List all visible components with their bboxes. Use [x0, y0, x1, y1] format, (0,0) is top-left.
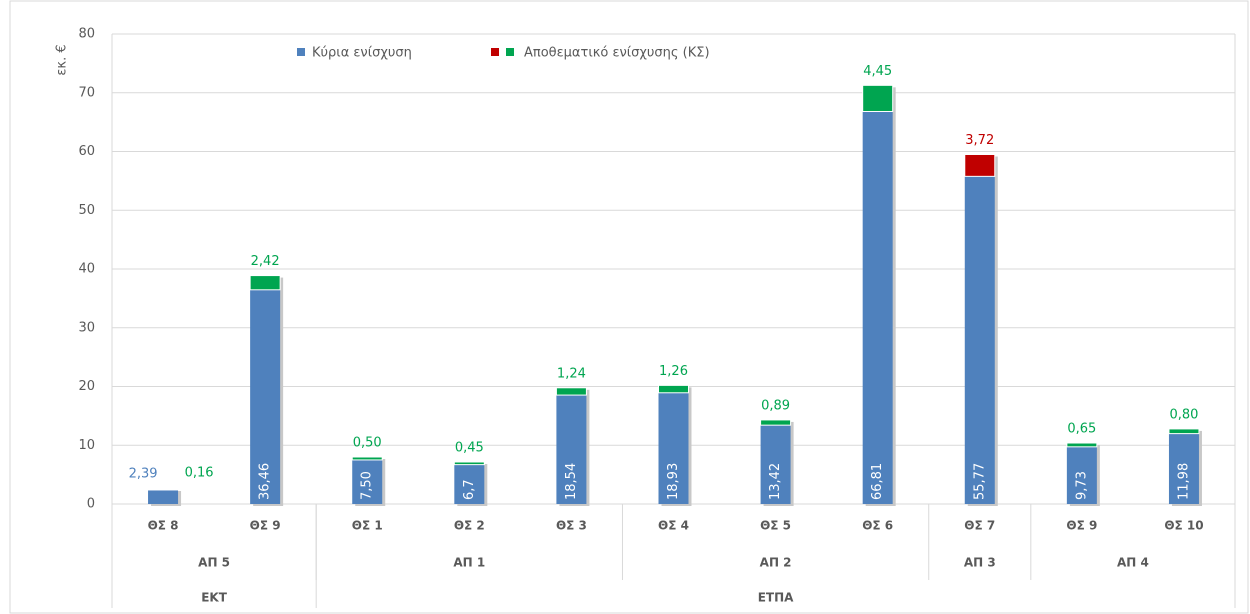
- bar: [862, 84, 894, 112]
- bar: [454, 464, 485, 504]
- x-tick-label: ΘΣ 1: [352, 519, 383, 533]
- y-tick-label: 20: [78, 379, 95, 394]
- value-label: 0,80: [1169, 407, 1198, 422]
- group-label: ΑΠ 5: [198, 556, 230, 570]
- bar: [249, 275, 281, 291]
- value-label: 4,45: [863, 64, 892, 79]
- bar: [658, 384, 689, 394]
- value-label: 55,77: [972, 463, 987, 500]
- bar: [250, 289, 281, 504]
- value-label: 7,50: [360, 471, 375, 500]
- value-label: 9,73: [1074, 471, 1089, 500]
- x-tick-label: ΘΣ 9: [1066, 519, 1097, 533]
- x-tick-label: ΘΣ 2: [454, 519, 485, 533]
- chart-frame: [9, 0, 1249, 614]
- top-group-label: ΕΚΤ: [201, 591, 227, 605]
- group-label: ΑΠ 4: [1117, 556, 1149, 570]
- group-label: ΑΠ 1: [453, 556, 485, 570]
- x-tick-label: ΘΣ 8: [148, 519, 179, 533]
- bar: [1168, 428, 1200, 435]
- value-label: 18,54: [564, 463, 579, 500]
- bar: [453, 461, 485, 466]
- value-label: 1,26: [659, 364, 688, 379]
- value-label: 0,16: [185, 466, 214, 481]
- bar: [862, 111, 893, 505]
- bar: [964, 153, 996, 177]
- bar: [148, 489, 179, 504]
- value-label: 0,65: [1067, 422, 1096, 437]
- value-label: 6,7: [462, 479, 477, 500]
- y-tick-label: 50: [78, 203, 95, 218]
- value-label: 0,45: [455, 440, 484, 455]
- bar: [760, 425, 791, 504]
- value-label: 0,89: [761, 398, 790, 413]
- value-label: 18,93: [666, 463, 681, 500]
- x-tick-label: ΘΣ 10: [1164, 519, 1203, 533]
- y-tick-label: 10: [78, 438, 95, 453]
- x-tick-label: ΘΣ 3: [556, 519, 587, 533]
- y-axis-label: εκ. €: [55, 44, 70, 75]
- x-tick-label: ΘΣ 5: [760, 519, 791, 533]
- x-tick-label: ΘΣ 6: [862, 519, 893, 533]
- x-tick-label: ΘΣ 7: [964, 519, 995, 533]
- bar: [147, 488, 179, 491]
- y-tick-label: 60: [78, 144, 95, 159]
- top-group-label: ΕΤΠΑ: [758, 591, 794, 605]
- x-tick-label: ΘΣ 9: [250, 519, 281, 533]
- y-tick-label: 30: [78, 320, 95, 335]
- bar: [1066, 442, 1098, 448]
- value-label: 11,98: [1176, 463, 1191, 500]
- value-label: 1,24: [557, 366, 586, 381]
- bar: [556, 395, 587, 504]
- y-tick-label: 70: [78, 85, 95, 100]
- legend-label: Αποθεματικό ενίσχυσης (ΚΣ): [524, 46, 710, 61]
- value-label: 66,81: [870, 463, 885, 500]
- legend-swatch: [297, 48, 305, 56]
- value-label: 13,42: [768, 463, 783, 500]
- legend-swatch: [491, 48, 499, 56]
- bar: [964, 176, 995, 504]
- bar: [658, 392, 689, 504]
- value-label: 36,46: [258, 463, 273, 500]
- bar: [351, 456, 383, 461]
- y-tick-label: 40: [78, 262, 95, 277]
- bar: [1168, 433, 1199, 504]
- bar: [760, 419, 792, 426]
- value-label: 0,50: [353, 436, 382, 451]
- x-tick-label: ΘΣ 4: [658, 519, 689, 533]
- y-tick-label: 80: [78, 27, 95, 42]
- value-label: 3,72: [965, 133, 994, 148]
- group-label: ΑΠ 2: [760, 556, 792, 570]
- legend-label: Κύρια ενίσχυση: [312, 46, 412, 61]
- value-label: 2,42: [251, 254, 280, 269]
- legend-swatch: [506, 48, 514, 56]
- bar: [1066, 446, 1097, 504]
- value-label: 2,39: [129, 466, 158, 481]
- group-label: ΑΠ 3: [964, 556, 996, 570]
- y-tick-label: 0: [87, 497, 95, 512]
- bar: [352, 459, 383, 504]
- bar: [555, 387, 587, 396]
